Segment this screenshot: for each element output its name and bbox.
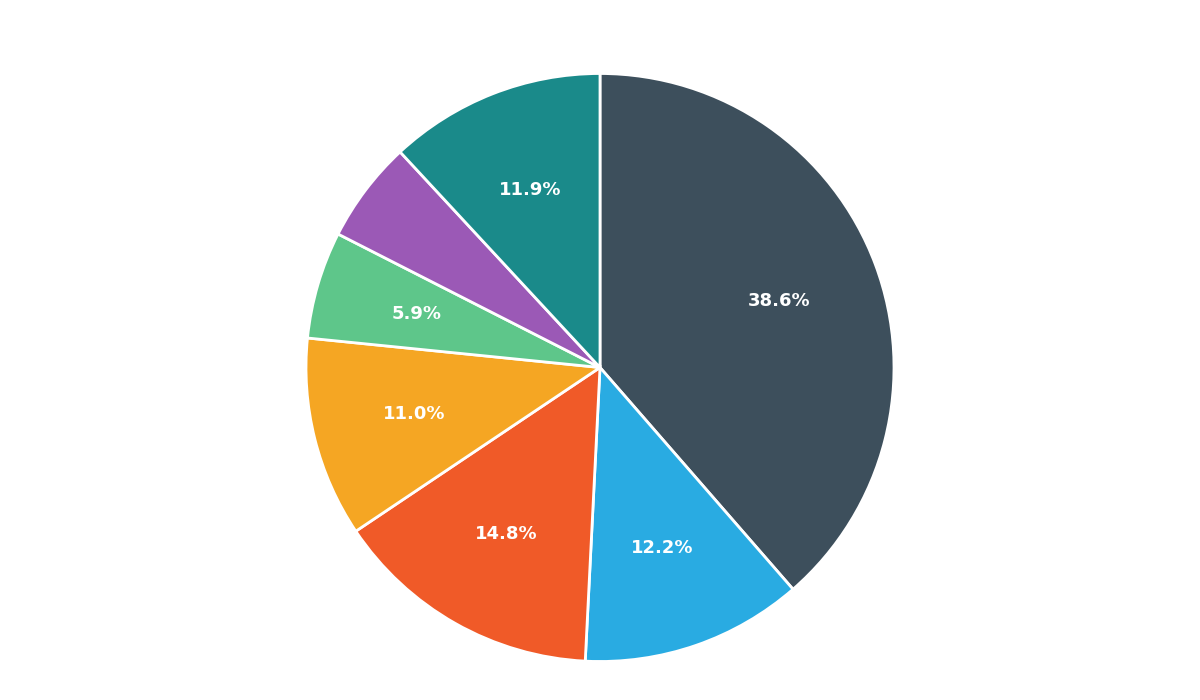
Wedge shape — [600, 74, 894, 589]
Text: 12.2%: 12.2% — [631, 539, 694, 557]
Wedge shape — [307, 234, 600, 368]
Wedge shape — [400, 74, 600, 368]
Wedge shape — [586, 368, 793, 662]
Text: 14.8%: 14.8% — [474, 525, 538, 542]
Wedge shape — [338, 152, 600, 368]
Text: 11.9%: 11.9% — [499, 181, 562, 199]
Wedge shape — [306, 338, 600, 531]
Text: 11.0%: 11.0% — [383, 405, 446, 423]
Text: 38.6%: 38.6% — [748, 291, 810, 309]
Wedge shape — [356, 368, 600, 661]
Text: 5.9%: 5.9% — [391, 304, 442, 323]
